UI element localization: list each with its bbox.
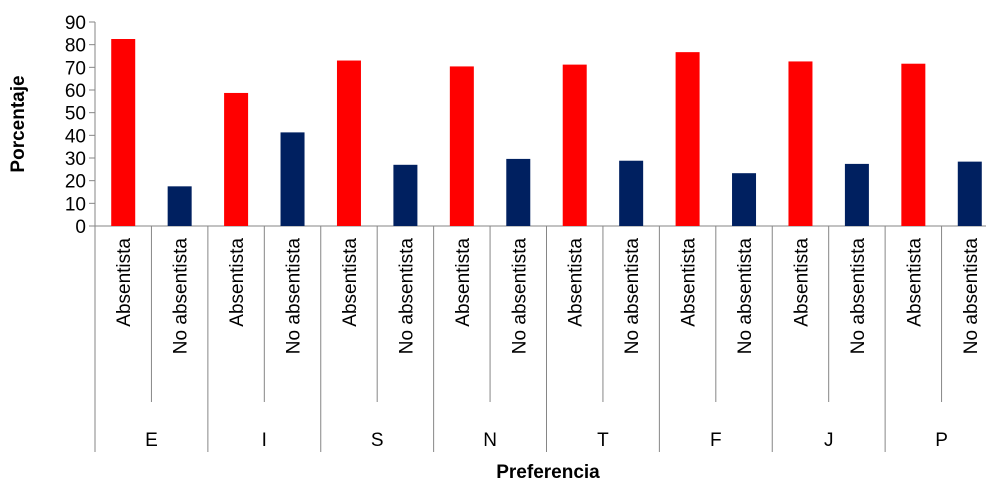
x-subcategory-label: No absentista [735, 238, 756, 355]
y-tick-label: 80 [65, 36, 86, 57]
x-group-label: T [597, 430, 609, 451]
y-axis-title: Porcentaje [8, 75, 29, 172]
x-subcategory-label: No absentista [171, 238, 192, 355]
bar-N-no-absentista [506, 158, 531, 226]
x-subcategory-label: Absentista [904, 238, 925, 327]
y-tick-label: 90 [65, 13, 86, 34]
x-subcategory-label: Absentista [679, 238, 700, 327]
x-group-label: J [824, 430, 834, 451]
x-subcategory-label: Absentista [453, 238, 474, 327]
x-axis-title: Preferencia [496, 462, 600, 483]
y-tick-label: 0 [75, 217, 86, 238]
y-tick-label: 20 [65, 172, 86, 193]
bar-F-absentista [675, 52, 700, 226]
bar-S-no-absentista [393, 164, 418, 226]
y-tick-label: 50 [65, 104, 86, 125]
x-subcategory-label: No absentista [396, 238, 417, 355]
bar-T-no-absentista [619, 160, 644, 226]
x-group-label: P [935, 430, 948, 451]
x-subcategory-label: Absentista [340, 238, 361, 327]
bar-J-no-absentista [844, 163, 869, 226]
bar-S-absentista [336, 60, 361, 227]
x-group-label: E [145, 430, 158, 451]
x-group-label: F [710, 430, 722, 451]
bar-T-absentista [562, 64, 587, 226]
y-tick-label: 10 [65, 194, 86, 215]
bar-E-absentista [111, 39, 136, 226]
x-subcategory-label: No absentista [961, 238, 982, 355]
bar-P-absentista [901, 63, 926, 226]
y-tick-label: 60 [65, 81, 86, 102]
bar-E-no-absentista [167, 186, 192, 226]
x-subcategory-label: No absentista [848, 238, 869, 355]
y-tick-label: 30 [65, 149, 86, 170]
x-subcategory-label: Absentista [114, 238, 135, 327]
x-subcategory-label: Absentista [791, 238, 812, 327]
x-subcategory-label: No absentista [509, 238, 530, 355]
bar-I-no-absentista [280, 132, 305, 226]
bar-P-no-absentista [957, 161, 982, 226]
x-subcategory-label: Absentista [566, 238, 587, 327]
x-group-label: S [371, 430, 384, 451]
bar-J-absentista [788, 61, 813, 226]
bar-I-absentista [224, 92, 249, 227]
x-subcategory-label: Absentista [227, 238, 248, 327]
x-subcategory-label: No absentista [622, 238, 643, 355]
y-tick-label: 40 [65, 126, 86, 147]
bar-F-no-absentista [732, 173, 757, 226]
x-group-label: N [483, 430, 497, 451]
y-tick-label: 70 [65, 58, 86, 79]
x-group-label: I [262, 430, 267, 451]
x-subcategory-label: No absentista [284, 238, 305, 355]
bar-N-absentista [449, 66, 474, 226]
